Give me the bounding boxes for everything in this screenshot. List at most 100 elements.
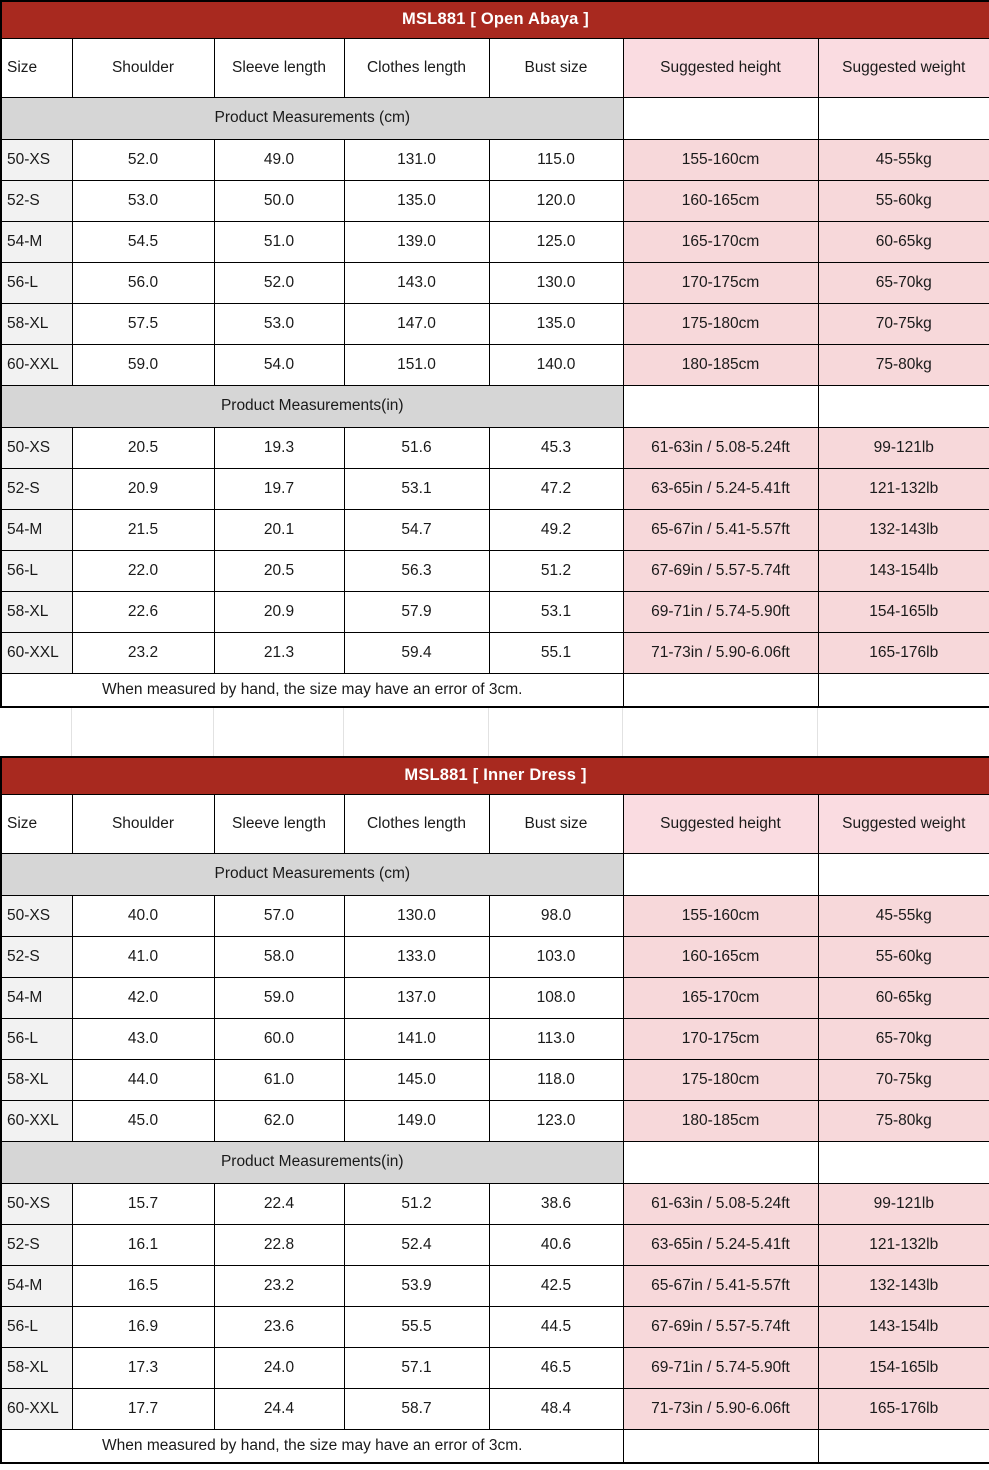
table-row: 56-L 22.0 20.5 56.3 51.2 67-69in / 5.57-… xyxy=(0,549,989,592)
cell-bust-size: 118.0 xyxy=(488,1058,624,1101)
cell-sleeve-length: 24.0 xyxy=(213,1346,345,1389)
cell-suggested-height: 67-69in / 5.57-5.74ft xyxy=(622,1305,819,1348)
cell-shoulder: 52.0 xyxy=(71,138,215,181)
measurements-cm-band-label: Product Measurements (cm) xyxy=(0,852,624,896)
cell-sleeve-length: 57.0 xyxy=(213,894,345,937)
size-chart-inner-dress: MSL881 [ Inner Dress ] Size Shoulder Sle… xyxy=(0,756,989,1464)
table-row: 58-XL 22.6 20.9 57.9 53.1 69-71in / 5.74… xyxy=(0,590,989,633)
cell-suggested-weight: 55-60kg xyxy=(817,935,989,978)
cell-sleeve-length: 54.0 xyxy=(213,343,345,386)
cell-sleeve-length: 52.0 xyxy=(213,261,345,304)
cell-shoulder: 56.0 xyxy=(71,261,215,304)
column-header-size: Size xyxy=(0,793,73,854)
column-header-shoulder: Shoulder xyxy=(71,793,215,854)
cell-sleeve-length: 51.0 xyxy=(213,220,345,263)
table-title-row: MSL881 [ Inner Dress ] xyxy=(0,756,989,795)
cm-rows: 50-XS 40.0 57.0 130.0 98.0 155-160cm 45-… xyxy=(0,894,989,1142)
cell-bust-size: 113.0 xyxy=(488,1017,624,1060)
cell-clothes-length: 53.1 xyxy=(343,467,490,510)
empty-cell xyxy=(622,1428,819,1464)
cell-size: 52-S xyxy=(0,179,73,222)
cell-clothes-length: 137.0 xyxy=(343,976,490,1019)
cell-suggested-height: 160-165cm xyxy=(622,179,819,222)
table-row: 60-XXL 23.2 21.3 59.4 55.1 71-73in / 5.9… xyxy=(0,631,989,674)
table-row: 56-L 16.9 23.6 55.5 44.5 67-69in / 5.57-… xyxy=(0,1305,989,1348)
table-title: MSL881 [ Open Abaya ] xyxy=(0,0,989,39)
cell-clothes-length: 57.1 xyxy=(343,1346,490,1389)
cell-bust-size: 123.0 xyxy=(488,1099,624,1142)
table-row: 56-L 56.0 52.0 143.0 130.0 170-175cm 65-… xyxy=(0,261,989,304)
table-row: 50-XS 20.5 19.3 51.6 45.3 61-63in / 5.08… xyxy=(0,426,989,469)
table-row: 56-L 43.0 60.0 141.0 113.0 170-175cm 65-… xyxy=(0,1017,989,1060)
cell-sleeve-length: 59.0 xyxy=(213,976,345,1019)
column-header-row: Size Shoulder Sleeve length Clothes leng… xyxy=(0,793,989,854)
cell-bust-size: 51.2 xyxy=(488,549,624,592)
cell-shoulder: 45.0 xyxy=(71,1099,215,1142)
column-header-suggested-height: Suggested height xyxy=(622,37,819,98)
cell-clothes-length: 58.7 xyxy=(343,1387,490,1430)
empty-cell xyxy=(622,96,819,140)
cell-size: 52-S xyxy=(0,1223,73,1266)
cell-shoulder: 17.7 xyxy=(71,1387,215,1430)
cell-sleeve-length: 22.4 xyxy=(213,1182,345,1225)
table-row: 50-XS 52.0 49.0 131.0 115.0 155-160cm 45… xyxy=(0,138,989,181)
cell-size: 50-XS xyxy=(0,426,73,469)
column-header-clothes-length: Clothes length xyxy=(343,37,490,98)
cell-clothes-length: 141.0 xyxy=(343,1017,490,1060)
cell-bust-size: 140.0 xyxy=(488,343,624,386)
gridline xyxy=(622,708,623,756)
column-header-bust-size: Bust size xyxy=(488,37,624,98)
cell-bust-size: 135.0 xyxy=(488,302,624,345)
empty-cell xyxy=(622,852,819,896)
cell-size: 56-L xyxy=(0,1305,73,1348)
measurement-note-row: When measured by hand, the size may have… xyxy=(0,1428,989,1464)
cell-bust-size: 53.1 xyxy=(488,590,624,633)
cell-suggested-weight: 143-154lb xyxy=(817,549,989,592)
gridline xyxy=(488,708,489,756)
cell-bust-size: 40.6 xyxy=(488,1223,624,1266)
empty-cell xyxy=(817,672,989,708)
measurements-cm-band-row: Product Measurements (cm) xyxy=(0,852,989,896)
cell-sleeve-length: 49.0 xyxy=(213,138,345,181)
cell-shoulder: 54.5 xyxy=(71,220,215,263)
cell-shoulder: 53.0 xyxy=(71,179,215,222)
cell-sleeve-length: 50.0 xyxy=(213,179,345,222)
table-row: 60-XXL 45.0 62.0 149.0 123.0 180-185cm 7… xyxy=(0,1099,989,1142)
column-header-suggested-weight: Suggested weight xyxy=(817,37,989,98)
table-title-row: MSL881 [ Open Abaya ] xyxy=(0,0,989,39)
cell-suggested-height: 71-73in / 5.90-6.06ft xyxy=(622,631,819,674)
cm-rows: 50-XS 52.0 49.0 131.0 115.0 155-160cm 45… xyxy=(0,138,989,386)
cell-suggested-weight: 70-75kg xyxy=(817,1058,989,1101)
cell-shoulder: 22.0 xyxy=(71,549,215,592)
cell-suggested-height: 63-65in / 5.24-5.41ft xyxy=(622,1223,819,1266)
cell-bust-size: 47.2 xyxy=(488,467,624,510)
cell-sleeve-length: 62.0 xyxy=(213,1099,345,1142)
cell-size: 60-XXL xyxy=(0,1387,73,1430)
cell-suggested-weight: 75-80kg xyxy=(817,1099,989,1142)
cell-clothes-length: 131.0 xyxy=(343,138,490,181)
cell-shoulder: 15.7 xyxy=(71,1182,215,1225)
cell-size: 56-L xyxy=(0,261,73,304)
cell-suggested-weight: 75-80kg xyxy=(817,343,989,386)
cell-suggested-height: 67-69in / 5.57-5.74ft xyxy=(622,549,819,592)
cell-shoulder: 20.5 xyxy=(71,426,215,469)
cell-sleeve-length: 22.8 xyxy=(213,1223,345,1266)
cell-suggested-height: 155-160cm xyxy=(622,138,819,181)
empty-cell xyxy=(817,1140,989,1184)
cell-shoulder: 43.0 xyxy=(71,1017,215,1060)
cell-suggested-height: 155-160cm xyxy=(622,894,819,937)
cell-sleeve-length: 58.0 xyxy=(213,935,345,978)
cell-bust-size: 125.0 xyxy=(488,220,624,263)
cell-clothes-length: 53.9 xyxy=(343,1264,490,1307)
cell-size: 50-XS xyxy=(0,1182,73,1225)
cell-shoulder: 57.5 xyxy=(71,302,215,345)
in-rows: 50-XS 20.5 19.3 51.6 45.3 61-63in / 5.08… xyxy=(0,426,989,674)
cell-sleeve-length: 19.3 xyxy=(213,426,345,469)
cell-sleeve-length: 24.4 xyxy=(213,1387,345,1430)
cell-shoulder: 16.9 xyxy=(71,1305,215,1348)
cell-suggested-weight: 154-165lb xyxy=(817,1346,989,1389)
empty-cell xyxy=(817,852,989,896)
cell-shoulder: 16.5 xyxy=(71,1264,215,1307)
gridline xyxy=(71,708,72,756)
column-header-row: Size Shoulder Sleeve length Clothes leng… xyxy=(0,37,989,98)
